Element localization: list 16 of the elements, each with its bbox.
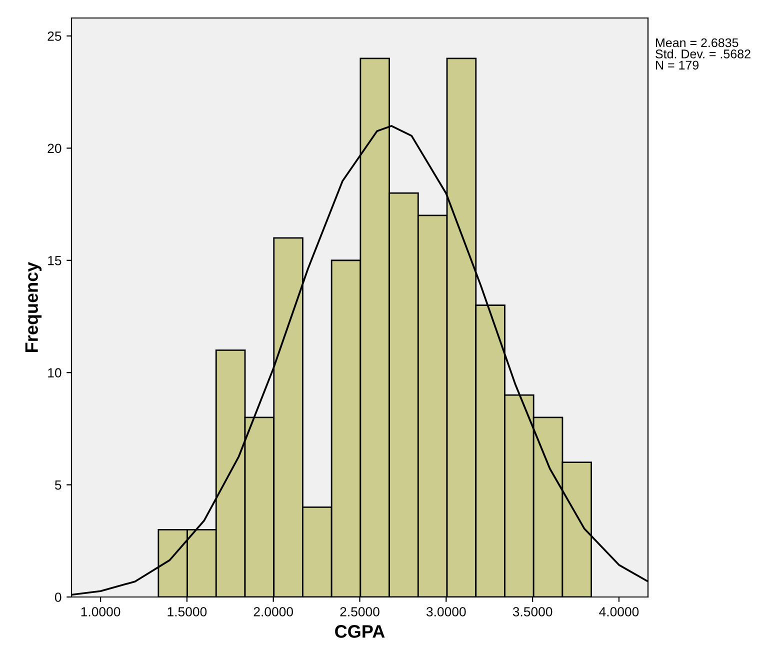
y-tick-label: 5 bbox=[54, 480, 62, 490]
x-tick-label: 2.0000 bbox=[254, 607, 294, 616]
x-tick-label: 3.0000 bbox=[426, 607, 466, 616]
y-axis-title: Frequency bbox=[25, 262, 42, 352]
y-tick-label: 20 bbox=[48, 144, 62, 154]
x-tick-label: 1.0000 bbox=[81, 607, 120, 616]
text: Mean = 2.6835 Std. Dev. = .5682 N = 179 bbox=[656, 38, 750, 70]
x-tick-label: 1.5000 bbox=[168, 607, 207, 616]
y-tick-label: 15 bbox=[48, 256, 62, 266]
x-tick-label: 2.5000 bbox=[340, 607, 380, 616]
x-tick-label: 4.0000 bbox=[599, 607, 639, 616]
x-tick-label: 3.5000 bbox=[512, 607, 552, 616]
y-tick-label: 25 bbox=[48, 32, 62, 41]
x-axis-title: CGPA bbox=[335, 625, 385, 638]
y-tick-label: 0 bbox=[54, 592, 62, 602]
y-tick-label: 10 bbox=[48, 368, 62, 378]
